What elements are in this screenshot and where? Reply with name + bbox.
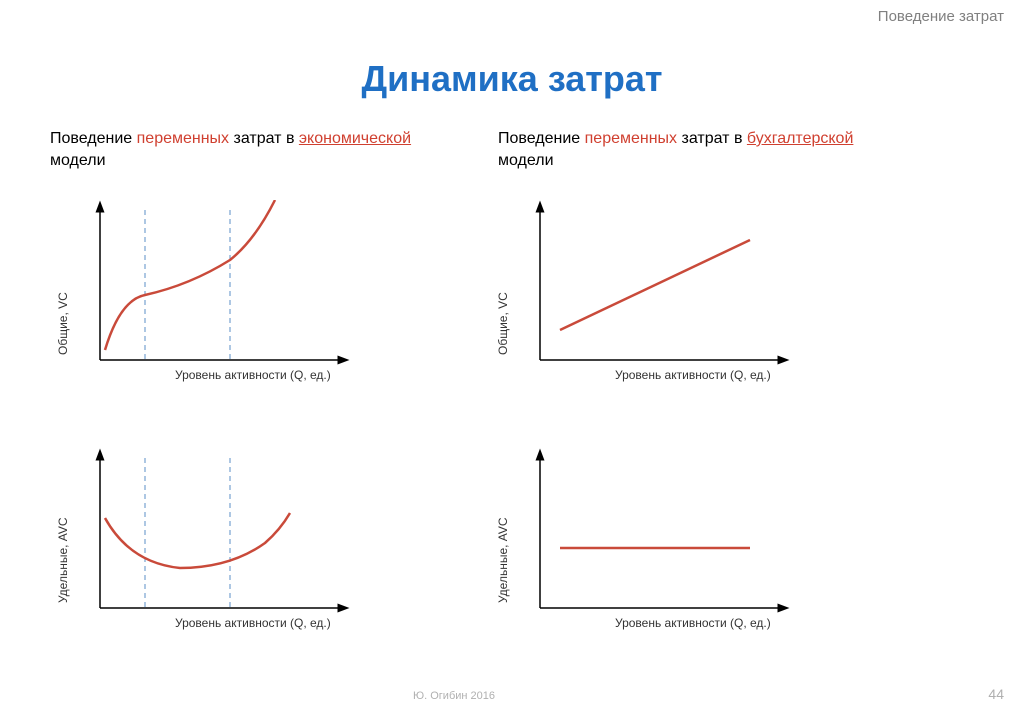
- subtitle-right-accent1: переменных: [585, 130, 677, 147]
- subtitle-left-accent1: переменных: [137, 130, 229, 147]
- subtitle-left-pre: Поведение: [50, 130, 137, 147]
- subtitle-right-pre: Поведение: [498, 130, 585, 147]
- x-axis-label: Уровень активности (Q, ед.): [175, 616, 331, 630]
- chart-svg: [500, 448, 800, 628]
- subtitle-right: Поведение переменных затрат в бухгалтерс…: [498, 128, 898, 173]
- footer-page-number: 44: [988, 686, 1004, 702]
- subtitle-right-post: модели: [498, 152, 554, 169]
- y-axis-label: Удельные, AVC: [56, 517, 70, 603]
- page-title: Динамика затрат: [0, 58, 1024, 100]
- subtitle-left: Поведение переменных затрат в экономичес…: [50, 128, 450, 173]
- subtitle-left-mid: затрат в: [229, 130, 299, 147]
- subtitle-left-post: модели: [50, 152, 106, 169]
- curve-bl: [105, 513, 290, 568]
- chart-svg: [500, 200, 800, 380]
- chart-economic-avc: Удельные, AVC Уровень активности (Q, ед.…: [60, 448, 360, 628]
- chart-svg: [60, 200, 360, 380]
- subtitle-right-mid: затрат в: [677, 130, 747, 147]
- chart-accounting-vc: Общие, VC Уровень активности (Q, ед.): [500, 200, 800, 380]
- chart-accounting-avc: Удельные, AVC Уровень активности (Q, ед.…: [500, 448, 800, 628]
- y-axis-label: Удельные, AVC: [496, 517, 510, 603]
- curve-tl: [105, 200, 275, 350]
- chart-economic-vc: Общие, VC Уровень активности (Q, ед.): [60, 200, 360, 380]
- y-axis-label: Общие, VC: [496, 292, 510, 355]
- vlines-bl: [145, 458, 230, 608]
- subtitle-right-accent2: бухгалтерской: [747, 130, 854, 147]
- header-label: Поведение затрат: [878, 8, 1004, 25]
- subtitle-left-accent2: экономической: [299, 130, 411, 147]
- footer-credit: Ю. Огибин 2016: [413, 690, 495, 702]
- y-axis-label: Общие, VC: [56, 292, 70, 355]
- vlines-tl: [145, 210, 230, 360]
- chart-svg: [60, 448, 360, 628]
- curve-tr: [560, 240, 750, 330]
- x-axis-label: Уровень активности (Q, ед.): [175, 368, 331, 382]
- x-axis-label: Уровень активности (Q, ед.): [615, 616, 771, 630]
- x-axis-label: Уровень активности (Q, ед.): [615, 368, 771, 382]
